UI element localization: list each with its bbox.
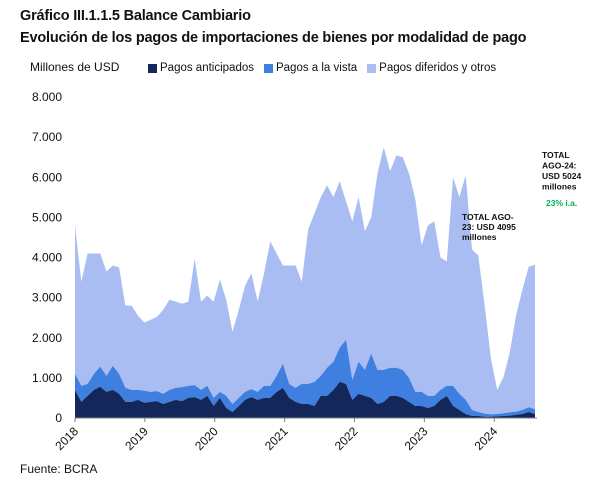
legend-item-diferidos: Pagos diferidos y otros — [367, 62, 496, 74]
x-tick-label: 2021 — [262, 424, 291, 453]
legend: Pagos anticipados Pagos a la vista Pagos… — [148, 62, 496, 74]
annotation-text: TOTAL AGO- — [462, 212, 514, 222]
legend-label-diferidos: Pagos diferidos y otros — [379, 62, 497, 74]
y-tick-label: 6.000 — [32, 170, 62, 184]
y-axis-label: Millones de USD — [30, 60, 120, 74]
legend-swatch-vista — [263, 63, 273, 73]
annotation-text: 23% i.a. — [546, 198, 577, 208]
annotation-text: USD 5024 — [542, 171, 581, 181]
chart-title: Gráfico III.1.1.5 Balance Cambiario — [20, 8, 251, 24]
y-tick-label: 4.000 — [32, 251, 62, 265]
y-tick-label: 3.000 — [32, 291, 62, 305]
y-tick-label: 0 — [55, 411, 62, 425]
x-tick-label: 2024 — [472, 424, 501, 453]
series-area-2 — [75, 147, 535, 415]
y-tick-label: 7.000 — [32, 130, 62, 144]
legend-label-vista: Pagos a la vista — [275, 62, 358, 74]
annotation-text: 23: USD 4095 — [462, 222, 516, 232]
legend-swatch-anticipados — [148, 63, 157, 73]
chart-subtitle: Evolución de los pagos de importaciones … — [20, 30, 527, 46]
series-area-1 — [75, 339, 535, 417]
y-tick-label: 1.000 — [32, 371, 62, 385]
y-tick-label: 5.000 — [32, 210, 62, 224]
x-tick-label: 2022 — [332, 424, 361, 453]
legend-label-anticipados: Pagos anticipados — [160, 62, 254, 74]
y-tick-label: 2.000 — [32, 331, 62, 345]
legend-item-vista: Pagos a la vista — [263, 62, 358, 74]
y-tick-label: 8.000 — [32, 90, 62, 104]
annotation-text: TOTAL — [542, 150, 570, 160]
legend-item-anticipados: Pagos anticipados — [148, 62, 254, 74]
annotation-text: millones — [462, 232, 497, 242]
series-area-0 — [75, 381, 535, 418]
x-tick-label: 2018 — [52, 424, 81, 453]
x-tick-label: 2023 — [402, 424, 431, 453]
x-tick-label: 2019 — [122, 424, 151, 453]
annotation-text: millones — [542, 182, 577, 192]
legend-swatch-diferidos — [367, 63, 377, 73]
source-note: Fuente: BCRA — [20, 462, 98, 476]
annotation-text: AGO-24: — [542, 161, 577, 171]
x-tick-label: 2020 — [192, 424, 221, 453]
